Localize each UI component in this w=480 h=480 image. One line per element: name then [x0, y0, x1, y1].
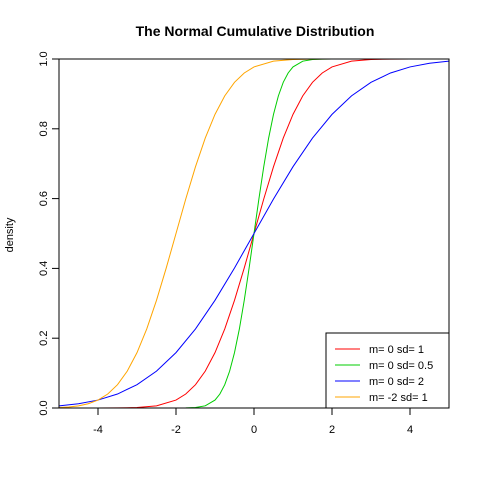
x-tick-label: 2 — [329, 424, 335, 436]
y-tick-label: 0.0 — [38, 400, 50, 415]
legend: m= 0 sd= 1 m= 0 sd= 0.5 m= 0 sd= 2 m= -2 sd… — [325, 332, 450, 409]
legend-label: m= 0 sd= 2 — [369, 376, 424, 388]
x-tick-label: -4 — [93, 424, 103, 436]
legend-box — [325, 332, 450, 409]
y-tick-label: 0.6 — [38, 191, 50, 206]
x-tick-label: 0 — [251, 424, 257, 436]
y-tick-label: 0.2 — [38, 331, 50, 346]
x-tick-label: 4 — [407, 424, 413, 436]
y-tick-label: 1.0 — [38, 51, 50, 66]
y-axis: 0.0 0.2 0.4 0.6 0.8 1.0 — [38, 51, 59, 416]
legend-label: m= 0 sd= 0.5 — [369, 360, 433, 372]
y-axis-label: density — [4, 217, 16, 252]
legend-label: m= -2 sd= 1 — [369, 392, 428, 404]
x-tick-label: -2 — [171, 424, 181, 436]
y-tick-label: 0.4 — [38, 261, 50, 276]
y-tick-label: 0.8 — [38, 121, 50, 136]
legend-label: m= 0 sd= 1 — [369, 344, 424, 356]
chart-title: The Normal Cumulative Distribution — [136, 23, 375, 39]
x-axis: -4 -2 0 2 4 — [93, 408, 413, 436]
series-line-3 — [58, 60, 450, 407]
